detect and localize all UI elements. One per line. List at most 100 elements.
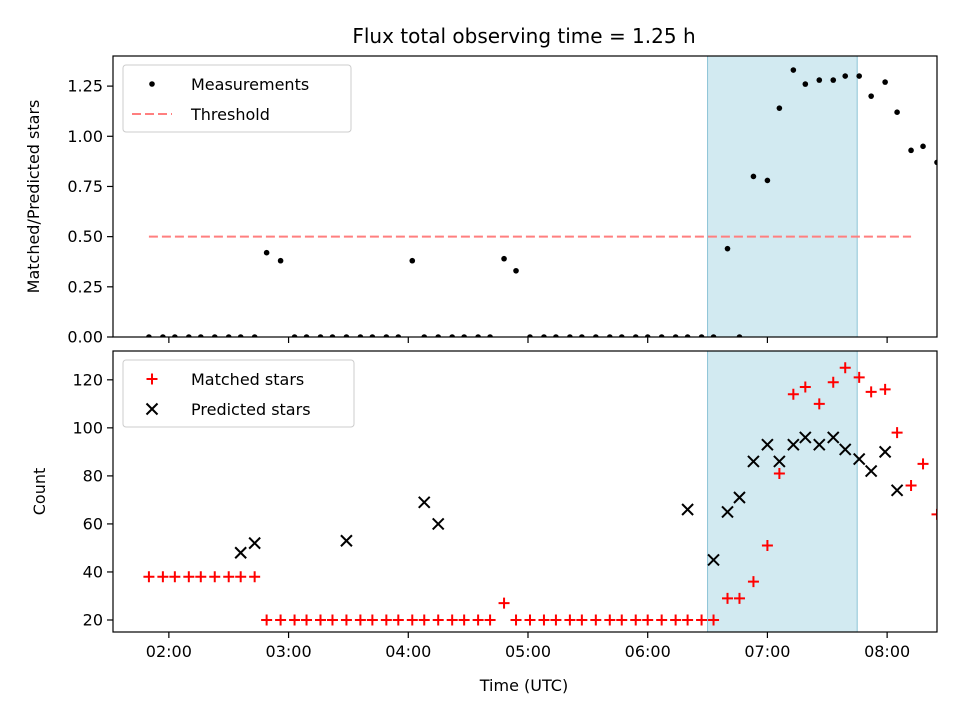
measurement-point: [527, 334, 533, 337]
measurement-point: [197, 334, 204, 337]
legend-label: Threshold: [190, 105, 270, 124]
measurement-point: [579, 334, 585, 337]
matched-star-point: [289, 614, 301, 626]
legend-box: [122, 64, 352, 133]
measurement-point: [277, 257, 284, 264]
matched-star-point: [773, 467, 785, 479]
predicted-star-point: [733, 491, 746, 504]
x-tick-label: 08:00: [864, 642, 910, 661]
measurement-point: [802, 81, 809, 87]
predicted-star-point: [878, 445, 892, 459]
measurement-point: [856, 73, 862, 79]
matched-star-point: [943, 576, 954, 587]
matched-star-point: [458, 614, 470, 626]
shaded-interval: [707, 350, 858, 633]
measurement-point: [736, 334, 743, 337]
predicted-legend-swatch: [145, 402, 159, 416]
y-tick-label: 60: [83, 514, 103, 533]
matched-star-point: [157, 571, 169, 583]
axes-frame: [112, 55, 938, 338]
matched-star-point: [326, 614, 338, 626]
y-tick-label: 20: [83, 610, 103, 629]
measurement-point: [421, 334, 428, 337]
matched-star-point: [564, 614, 576, 626]
measurement-point: [435, 334, 442, 337]
measurement-point: [593, 334, 599, 337]
predicted-star-point: [890, 484, 904, 497]
matched-star-point: [418, 614, 430, 626]
predicted-star-point: [839, 443, 852, 456]
measurement-legend-swatch: [149, 81, 155, 87]
measurement-point: [303, 334, 310, 337]
bottom-panel: 02:00 03:00 04:00 05:00 06:00 07:00 08:00 20 40 6…: [30, 350, 954, 661]
measurement-point: [475, 334, 481, 337]
matched-star-point: [656, 614, 668, 626]
measurement-point: [816, 77, 823, 83]
x-axis-label: Time (UTC): [479, 676, 568, 695]
matched-star-point: [787, 388, 799, 400]
measurement-point: [251, 334, 258, 337]
matched-star-point: [209, 571, 221, 583]
matched-star-point: [498, 597, 510, 609]
matched-star-point: [432, 614, 444, 626]
predicted-star-point: [813, 438, 826, 451]
plot-area: [146, 67, 937, 337]
x-tick-label: 06:00: [625, 642, 671, 661]
predicted-star-point: [747, 455, 760, 468]
predicted-star-point: [234, 546, 247, 559]
matched-star-point: [722, 592, 734, 604]
matched-star-point: [143, 571, 155, 583]
measurement-point: [618, 334, 625, 337]
matched-star-point: [314, 614, 326, 626]
measurement-point: [553, 334, 559, 337]
measurement-point: [383, 334, 390, 337]
measurement-point: [882, 79, 888, 85]
predicted-star-point: [432, 517, 445, 531]
matched-star-point: [590, 614, 602, 626]
y-tick-label: 0.00: [67, 328, 103, 347]
matched-star-point: [761, 540, 773, 552]
measurement-point: [146, 334, 152, 337]
matched-star-point: [733, 592, 745, 604]
matched-star-point: [813, 398, 825, 410]
measurement-point: [894, 109, 900, 115]
matched-star-point: [340, 614, 352, 626]
measurement-point: [750, 173, 757, 180]
matched-star-point: [510, 614, 522, 626]
measurement-point: [343, 334, 350, 337]
measurement-point: [449, 334, 455, 337]
measurement-point: [225, 334, 232, 337]
measurement-point: [672, 334, 679, 337]
matched-star-point: [366, 614, 378, 626]
y-axis-label: Matched/Predicted stars: [24, 100, 43, 294]
legend-box: [122, 359, 355, 428]
axes-frame: [112, 350, 938, 633]
y-tick-label: 0.50: [67, 227, 103, 246]
measurement-point: [842, 73, 849, 79]
measurement-point: [409, 257, 416, 264]
measurement-point: [357, 334, 364, 337]
matched-star-point: [195, 571, 207, 583]
matched-star-point: [576, 614, 588, 626]
measurement-point: [317, 334, 324, 337]
measurement-point: [658, 334, 665, 337]
predicted-star-point: [418, 496, 431, 509]
measurement-point: [684, 334, 691, 337]
x-tick-label: 02:00: [146, 642, 192, 661]
legend-label: Measurements: [191, 75, 309, 94]
matched-star-point: [865, 386, 877, 398]
predicted-star-point: [827, 431, 840, 444]
shaded-interval: [707, 55, 858, 338]
measurement-point: [513, 267, 519, 274]
matched-star-point: [235, 571, 247, 583]
predicted-star-point: [681, 503, 694, 516]
measurement-point: [567, 334, 573, 337]
x-tick-label: 07:00: [744, 642, 790, 661]
matched-star-point: [931, 508, 937, 520]
predicted-star-point: [852, 452, 866, 466]
measurement-point: [501, 255, 507, 262]
matched-star-point: [630, 614, 642, 626]
legend: Measurements Threshold: [122, 64, 352, 133]
predicted-star-point: [773, 455, 786, 468]
